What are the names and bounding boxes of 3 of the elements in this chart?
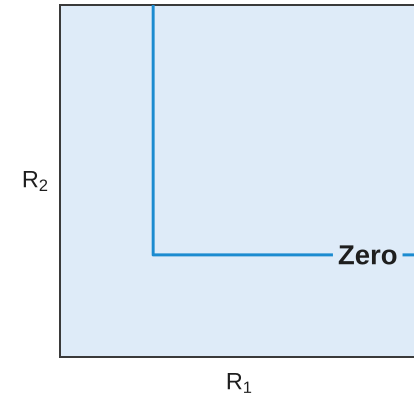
x-axis-title: R$_{1}$ <box>228 373 252 393</box>
annotation: Zero <box>338 245 396 265</box>
y-axis-title: R$_{2}$ <box>24 171 48 191</box>
